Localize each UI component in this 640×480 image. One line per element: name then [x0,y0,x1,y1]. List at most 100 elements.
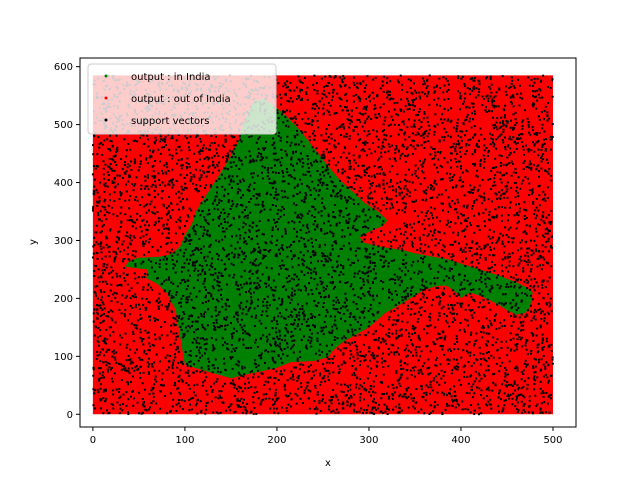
support-vector-point [418,339,421,342]
support-vector-point [443,84,446,87]
support-vector-point [195,355,198,357]
support-vector-point [222,156,224,159]
support-vector-point [485,351,488,354]
support-vector-point [207,158,210,161]
support-vector-point [381,84,384,87]
support-vector-point [475,252,478,255]
support-vector-point [180,270,183,273]
support-vector-point [99,398,101,401]
support-vector-point [257,364,260,367]
support-vector-point [294,115,297,118]
support-vector-point [266,307,269,310]
support-vector-point [266,340,269,343]
support-vector-point [538,170,540,173]
support-vector-point [227,348,230,351]
support-vector-point [496,197,498,200]
support-vector-point [491,286,494,289]
support-vector-point [277,193,280,196]
support-vector-point [420,257,422,259]
support-vector-point [367,130,370,133]
support-vector-point [255,159,258,162]
support-vector-point [107,174,110,176]
support-vector-point [226,152,229,155]
support-vector-point [157,319,159,322]
support-vector-point [538,358,540,361]
support-vector-point [447,134,449,137]
support-vector-point [116,275,118,278]
support-vector-point [120,194,122,197]
support-vector-point [246,300,249,303]
support-vector-point [219,411,222,414]
support-vector-point [487,178,490,181]
support-vector-point [118,403,121,406]
support-vector-point [525,224,528,227]
support-vector-point [116,301,119,304]
support-vector-point [544,373,547,376]
support-vector-point [468,308,471,311]
support-vector-point [534,132,537,135]
support-vector-point [494,174,497,177]
support-vector-point [325,128,328,131]
support-vector-point [238,377,241,380]
support-vector-point [468,88,471,90]
support-vector-point [457,143,460,146]
support-vector-point [482,196,485,199]
support-vector-point [496,303,499,306]
support-vector-point [475,198,478,201]
support-vector-point [495,193,498,196]
support-vector-point [241,367,244,370]
support-vector-point [402,120,405,123]
support-vector-point [298,350,301,353]
support-vector-point [535,168,537,171]
support-vector-point [272,171,275,174]
support-vector-point [549,297,552,300]
support-vector-point [470,126,473,129]
support-vector-point [103,354,106,357]
support-vector-point [529,239,532,242]
support-vector-point [249,261,252,264]
support-vector-point [426,324,429,327]
support-vector-point [311,180,314,183]
support-vector-point [354,228,357,231]
support-vector-point [547,250,550,253]
support-vector-point [537,209,540,212]
support-vector-point [534,318,537,321]
support-vector-point [473,134,476,137]
support-vector-point [329,230,332,233]
support-vector-point [363,294,366,297]
support-vector-point [500,189,503,192]
support-vector-point [265,304,268,307]
support-vector-point [485,317,488,320]
support-vector-point [439,300,442,303]
support-vector-point [526,247,529,250]
support-vector-point [347,258,350,261]
support-vector-point [502,163,505,166]
support-vector-point [443,118,446,121]
support-vector-point [161,378,163,381]
support-vector-point [106,138,109,141]
support-vector-point [414,89,417,92]
support-vector-point [390,115,393,118]
support-vector-point [305,231,308,234]
support-vector-point [277,228,279,231]
support-vector-point [153,383,156,386]
support-vector-point [286,330,289,333]
support-vector-point [116,146,119,149]
support-vector-point [382,123,385,126]
support-vector-point [376,172,379,175]
support-vector-point [246,217,249,220]
support-vector-point [542,256,545,259]
support-vector-point [207,299,210,302]
support-vector-point [166,223,169,226]
support-vector-point [188,149,191,152]
support-vector-point [467,304,470,307]
support-vector-point [382,340,385,343]
support-vector-point [525,232,528,235]
support-vector-point [276,112,279,114]
support-vector-point [335,224,338,227]
support-vector-point [396,350,399,353]
support-vector-point [425,393,428,396]
support-vector-point [151,266,153,269]
support-vector-point [346,329,349,332]
support-vector-point [370,411,373,414]
